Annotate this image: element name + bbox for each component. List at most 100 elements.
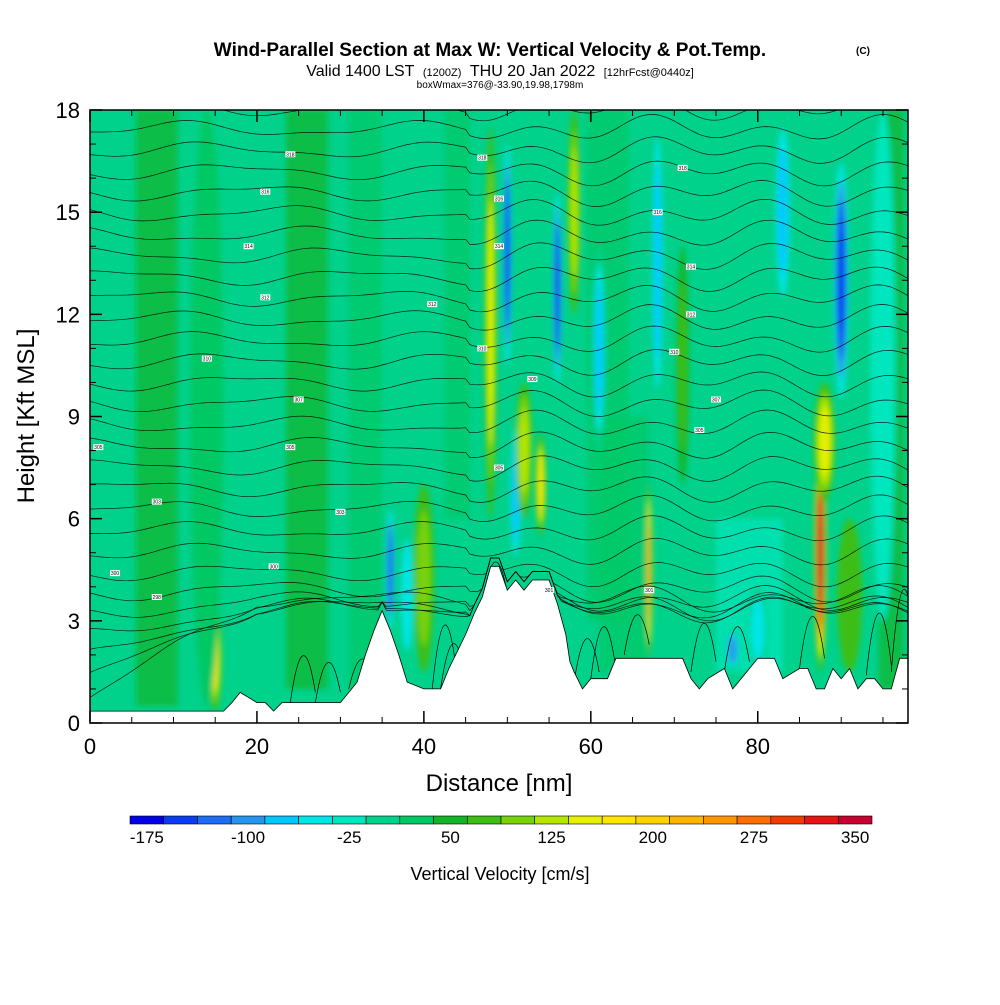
contour-label-text: 298 bbox=[153, 595, 162, 601]
velocity-field bbox=[135, 110, 904, 712]
theta-line bbox=[90, 242, 908, 270]
contour-label-text: 314 bbox=[687, 265, 696, 271]
theta-dome bbox=[890, 588, 908, 672]
colorbar-swatch bbox=[197, 815, 232, 825]
field-band bbox=[135, 110, 178, 706]
contour-label: 305 bbox=[694, 427, 705, 434]
colorbar-swatch bbox=[500, 815, 536, 825]
contour-label-box bbox=[285, 151, 296, 158]
theta-line bbox=[90, 136, 908, 164]
contour-label-box bbox=[151, 498, 162, 505]
theta-dome bbox=[431, 624, 458, 689]
velocity-cell bbox=[728, 635, 737, 664]
theta-line bbox=[90, 219, 908, 246]
theta-line bbox=[90, 325, 908, 353]
contour-label-box bbox=[644, 587, 655, 594]
velocity-cell bbox=[416, 510, 431, 647]
subtitle-utc-time: (1200Z) bbox=[423, 67, 462, 79]
contour-label: 316 bbox=[260, 188, 271, 196]
contour-label-box bbox=[93, 444, 104, 451]
colorbar-swatch bbox=[399, 815, 434, 825]
y-axis-label: Height [Kft MSL] bbox=[13, 329, 40, 504]
y-tick-label: 6 bbox=[68, 507, 80, 532]
colorbar-swatch bbox=[568, 815, 603, 825]
velocity-cell bbox=[387, 529, 394, 610]
velocity-cell bbox=[401, 539, 413, 651]
theta-line bbox=[90, 515, 908, 542]
contour-label: 303 bbox=[335, 508, 346, 516]
colorbar-tick-label: 350 bbox=[841, 828, 869, 847]
velocity-cell bbox=[538, 454, 544, 515]
contour-label-box bbox=[285, 444, 296, 451]
subtitle-valid-time: Valid 1400 LST bbox=[306, 63, 414, 80]
velocity-cell bbox=[570, 147, 578, 277]
contour-label-text: 314 bbox=[495, 244, 504, 250]
contour-label-box bbox=[110, 570, 121, 577]
contour-label: 310 bbox=[669, 348, 680, 356]
contour-label-box bbox=[527, 376, 538, 383]
contour-label-box bbox=[685, 263, 696, 270]
theta-contours bbox=[90, 110, 908, 703]
contour-label-text: 305 bbox=[695, 428, 704, 434]
colorbar-tick-label: 275 bbox=[740, 828, 768, 847]
contour-label-text: 301 bbox=[645, 588, 654, 594]
velocity-cell bbox=[595, 283, 603, 414]
y-axis: 0 3 6 9 12 15 18 bbox=[56, 98, 908, 736]
contour-label: 305 bbox=[285, 444, 296, 451]
contour-label-text: 310 bbox=[478, 346, 487, 352]
contour-label: 298 bbox=[151, 593, 162, 601]
x-tick-label: 20 bbox=[245, 734, 269, 759]
contour-label-text: 309 bbox=[528, 377, 537, 383]
contour-label-box bbox=[685, 311, 696, 318]
y-tick-label: 9 bbox=[68, 405, 80, 430]
contour-label: 316 bbox=[652, 209, 663, 216]
colorbar-label: Vertical Velocity [cm/s] bbox=[410, 864, 589, 884]
chart-title: Wind-Parallel Section at Max W: Vertical… bbox=[214, 40, 766, 61]
colorbar-swatch bbox=[601, 815, 637, 825]
contour-label-text: 307 bbox=[712, 397, 721, 403]
velocity-cell bbox=[654, 166, 662, 361]
contour-label: 318 bbox=[477, 154, 488, 162]
contour-label-box bbox=[427, 301, 438, 308]
velocity-cell bbox=[836, 200, 846, 361]
theta-dome bbox=[289, 655, 316, 703]
colorbar-swatch bbox=[298, 815, 333, 825]
velocity-cell bbox=[487, 198, 494, 447]
field-band bbox=[348, 110, 383, 689]
contour-labels: 305 303 300 298 310 314 316 318 312 307 305 300 303 3… bbox=[93, 151, 722, 601]
colorbar-swatch bbox=[837, 815, 873, 825]
contour-label-box bbox=[494, 464, 504, 471]
velocity-cell bbox=[554, 223, 560, 354]
contour-label: 301 bbox=[644, 587, 655, 594]
contour-label-box bbox=[711, 396, 722, 403]
theta-line bbox=[90, 349, 908, 376]
contour-label-box bbox=[544, 587, 555, 594]
contour-label-text: 300 bbox=[111, 571, 120, 577]
velocity-cell bbox=[647, 524, 651, 619]
contour-label-box bbox=[243, 243, 254, 250]
contour-label: 314 bbox=[243, 243, 254, 250]
theta-line bbox=[90, 266, 908, 292]
contour-label-text: 312 bbox=[261, 295, 270, 301]
colorbar-swatch bbox=[635, 815, 670, 825]
contour-label: 307 bbox=[711, 396, 722, 403]
contour-label: 300 bbox=[110, 570, 121, 577]
contour-label-box bbox=[268, 563, 279, 570]
y-tick-label: 0 bbox=[68, 711, 80, 736]
contour-label-text: 300 bbox=[269, 564, 278, 570]
contour-label: 310 bbox=[477, 345, 488, 352]
velocity-cell bbox=[678, 279, 687, 452]
contour-label-text: 312 bbox=[428, 302, 437, 308]
theta-line bbox=[222, 110, 838, 122]
colorbar-swatch bbox=[264, 815, 299, 825]
x-tick-label: 60 bbox=[579, 734, 603, 759]
colorbar-tick-label: -175 bbox=[130, 828, 164, 847]
subtitle-date: THU 20 Jan 2022 bbox=[470, 63, 596, 80]
contour-label: 310 bbox=[201, 355, 212, 363]
theta-line bbox=[90, 180, 908, 207]
colorbar-swatch bbox=[534, 815, 569, 825]
theta-line bbox=[90, 431, 908, 459]
contour-label-box bbox=[293, 396, 304, 403]
colorbar-swatch bbox=[230, 815, 266, 825]
